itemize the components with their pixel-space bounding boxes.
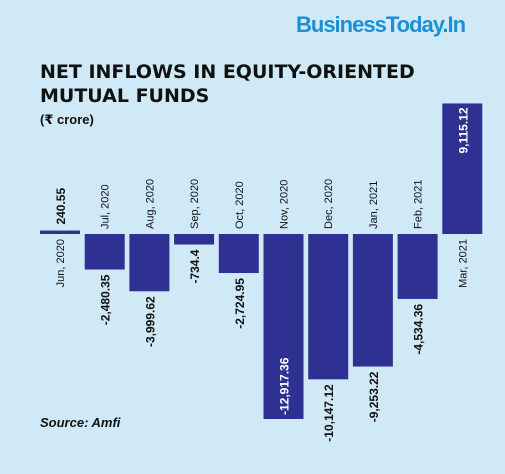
bar-6: [263, 234, 304, 419]
category-label-6: Nov, 2020: [279, 180, 291, 229]
bar-3: [129, 234, 170, 292]
category-label-10: Mar, 2021: [457, 239, 469, 288]
value-label-6: -12,917.36: [278, 357, 292, 415]
value-label-4: -734.4: [188, 249, 202, 283]
bar-10: [442, 103, 483, 235]
category-label-8: Jan, 2021: [368, 181, 380, 229]
chart-title: NET INFLOWS IN EQUITY-ORIENTED MUTUAL FU…: [40, 61, 415, 107]
value-label-3: -3,999.62: [143, 296, 157, 347]
bar-2: [84, 234, 125, 270]
value-label-5: -2,724.95: [233, 278, 247, 329]
category-label-7: Dec, 2020: [323, 179, 335, 229]
source-note: Source: Amfi: [40, 415, 121, 430]
value-label-8: -9,253.22: [367, 371, 381, 422]
category-label-5: Oct, 2020: [234, 181, 246, 229]
value-label-10: 9,115.12: [456, 107, 470, 153]
bar-8: [352, 234, 393, 367]
value-label-7: -10,147.12: [322, 384, 336, 442]
category-label-1: Jun, 2020: [55, 239, 67, 287]
value-label-2: -2,480.35: [99, 274, 113, 325]
value-label-1: 240.55: [54, 188, 68, 225]
bar-7: [308, 234, 349, 380]
category-label-4: Sep, 2020: [189, 179, 201, 229]
brand-logo: BusinessToday.In: [296, 12, 466, 37]
category-label-3: Aug, 2020: [144, 179, 156, 229]
bar-4: [174, 234, 215, 245]
bar-5: [218, 234, 259, 274]
value-label-9: -4,534.36: [412, 304, 426, 355]
category-label-9: Feb, 2021: [413, 179, 425, 229]
unit-label: (₹ crore): [40, 112, 94, 127]
category-label-2: Jul, 2020: [100, 184, 112, 229]
bar-9: [397, 234, 438, 299]
bar-1: [40, 230, 80, 234]
